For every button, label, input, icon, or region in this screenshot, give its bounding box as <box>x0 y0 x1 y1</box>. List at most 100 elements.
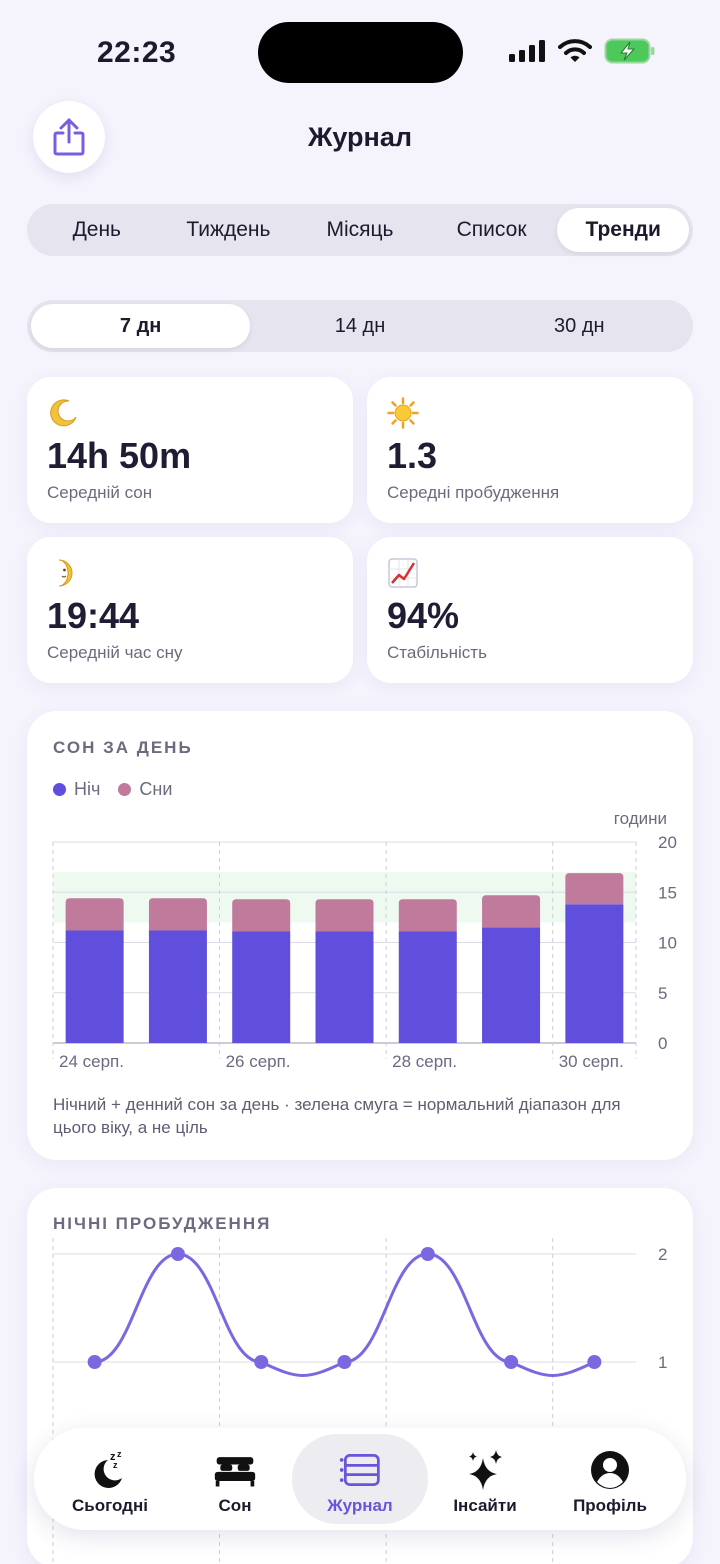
tab-list[interactable]: Список <box>456 218 527 241</box>
tab-trends[interactable]: Тренди <box>557 208 689 252</box>
legend-label: Сни <box>139 779 173 799</box>
sleep-per-day-card: СОН ЗА ДЕНЬ Ніч Сни години 0 5 10 15 20 24 се… <box>27 711 693 1160</box>
battery-charging-icon <box>604 38 655 64</box>
svg-text:z: z <box>110 1451 116 1463</box>
y-axis-unit-label: години <box>614 809 667 828</box>
profile-icon <box>591 1451 629 1489</box>
stat-card-stability: 94% Стабільність <box>367 537 693 683</box>
bar-night <box>482 927 541 1043</box>
x-tick-label: 26 серп. <box>226 1052 291 1071</box>
bar-night <box>315 931 374 1043</box>
stat-value: 94% <box>387 595 460 636</box>
stat-card-average-bedtime: 19:44 Середній час сну <box>27 537 353 683</box>
tab-label: Сьогодні <box>72 1496 148 1515</box>
x-tick-label: 24 серп. <box>59 1052 124 1071</box>
stat-value: 1.3 <box>387 435 438 476</box>
stat-value: 19:44 <box>47 595 140 636</box>
bar-naps <box>148 898 207 931</box>
moon-zzz-icon: z z z <box>94 1449 122 1488</box>
bar-night <box>232 931 291 1043</box>
bar-night <box>65 930 124 1043</box>
chart-legend: Ніч Сни <box>53 779 172 800</box>
range-segmented-control: 7 дн 14 дн 30 дн <box>27 300 693 352</box>
crescent-moon-icon <box>50 399 77 427</box>
range-30-days[interactable]: 30 дн <box>554 315 605 337</box>
moon-face-icon <box>58 559 73 587</box>
legend-dot <box>53 783 66 796</box>
stat-card-average-sleep: 14h 50m Середній сон <box>27 377 353 523</box>
status-bar: 22:23 <box>0 0 720 100</box>
tabbar-insights[interactable]: Інсайти <box>417 1434 553 1524</box>
legend-label: Ніч <box>74 779 101 799</box>
wakeups-point <box>87 1355 102 1369</box>
stat-label: Середній час сну <box>47 643 183 662</box>
y-tick-label: 0 <box>658 1034 667 1053</box>
wakeups-point <box>170 1247 185 1261</box>
wakeups-point <box>504 1355 519 1369</box>
journal-icon <box>339 1453 380 1487</box>
stat-label: Стабільність <box>387 643 487 662</box>
range-14-days[interactable]: 14 дн <box>334 315 386 337</box>
tabbar-journal[interactable]: Журнал <box>292 1434 428 1524</box>
y-tick-label: 5 <box>658 984 667 1003</box>
tab-label: Журнал <box>327 1496 393 1515</box>
y-tick-label: 1 <box>658 1353 667 1372</box>
range-7-days[interactable]: 7 дн <box>31 304 251 348</box>
stat-value: 14h 50m <box>47 435 192 476</box>
share-icon <box>53 118 85 156</box>
legend-item-naps: Сни <box>118 779 172 800</box>
x-tick-label: 28 серп. <box>392 1052 457 1071</box>
sun-icon <box>387 397 419 429</box>
bar-naps <box>482 895 541 928</box>
bar-naps <box>232 899 291 932</box>
y-tick-label: 20 <box>658 833 677 852</box>
wakeups-point <box>254 1355 269 1369</box>
stat-card-average-wakeups: 1.3 Середні пробудження <box>367 377 693 523</box>
bed-icon <box>214 1457 256 1487</box>
bar-night <box>148 930 207 1043</box>
share-button[interactable] <box>33 101 105 173</box>
chart-up-icon <box>388 558 418 588</box>
bar-naps <box>398 899 457 932</box>
tab-month[interactable]: Місяць <box>326 218 394 241</box>
wakeups-point <box>587 1355 602 1369</box>
tabbar-profile[interactable]: Профіль <box>542 1434 678 1524</box>
legend-dot <box>118 783 132 796</box>
bottom-tab-bar: z z z Сьогодні Сон Журнал Ін <box>34 1428 686 1530</box>
dynamic-island <box>258 22 463 83</box>
status-icons <box>508 38 656 64</box>
stat-label: Середні пробудження <box>387 483 560 502</box>
tab-label: Інсайти <box>453 1496 517 1515</box>
y-tick-label: 15 <box>658 883 677 902</box>
chart-note: Нічний + денний сон за день · зелена сму… <box>53 1095 621 1137</box>
wakeups-point <box>337 1355 352 1369</box>
bar-naps <box>65 898 124 931</box>
page-title: Журнал <box>307 122 413 152</box>
tab-label: Профіль <box>573 1496 647 1515</box>
sparkles-icon <box>469 1450 502 1490</box>
tab-day[interactable]: День <box>72 218 122 241</box>
sleep-bar-chart: години 0 5 10 15 20 24 серп. 26 серп. 28 серп. 3… <box>52 809 677 1071</box>
bar-night <box>565 904 624 1043</box>
stat-label: Середній сон <box>47 483 153 502</box>
x-tick-label: 30 серп. <box>559 1052 624 1071</box>
y-tick-label: 10 <box>658 934 677 953</box>
tabbar-sleep[interactable]: Сон <box>167 1434 303 1524</box>
bar-night <box>398 931 457 1043</box>
wakeups-point <box>420 1247 435 1261</box>
wifi-icon <box>558 39 592 62</box>
tab-label: Сон <box>218 1496 252 1515</box>
cellular-signal-icon <box>509 40 545 62</box>
view-segmented-control: День Тиждень Місяць Список Тренди <box>27 204 693 256</box>
bar-naps <box>565 873 624 905</box>
chart-title: НІЧНІ ПРОБУДЖЕННЯ <box>53 1214 272 1233</box>
tabbar-today[interactable]: z z z Сьогодні <box>42 1434 178 1524</box>
bar-naps <box>315 899 374 932</box>
chart-title: СОН ЗА ДЕНЬ <box>53 738 193 757</box>
svg-text:z: z <box>113 1460 118 1470</box>
y-tick-label: 2 <box>658 1245 667 1264</box>
tab-week[interactable]: Тиждень <box>186 218 271 241</box>
svg-text:z: z <box>117 1449 122 1459</box>
legend-item-night: Ніч <box>53 779 100 800</box>
status-time: 22:23 <box>97 36 177 69</box>
